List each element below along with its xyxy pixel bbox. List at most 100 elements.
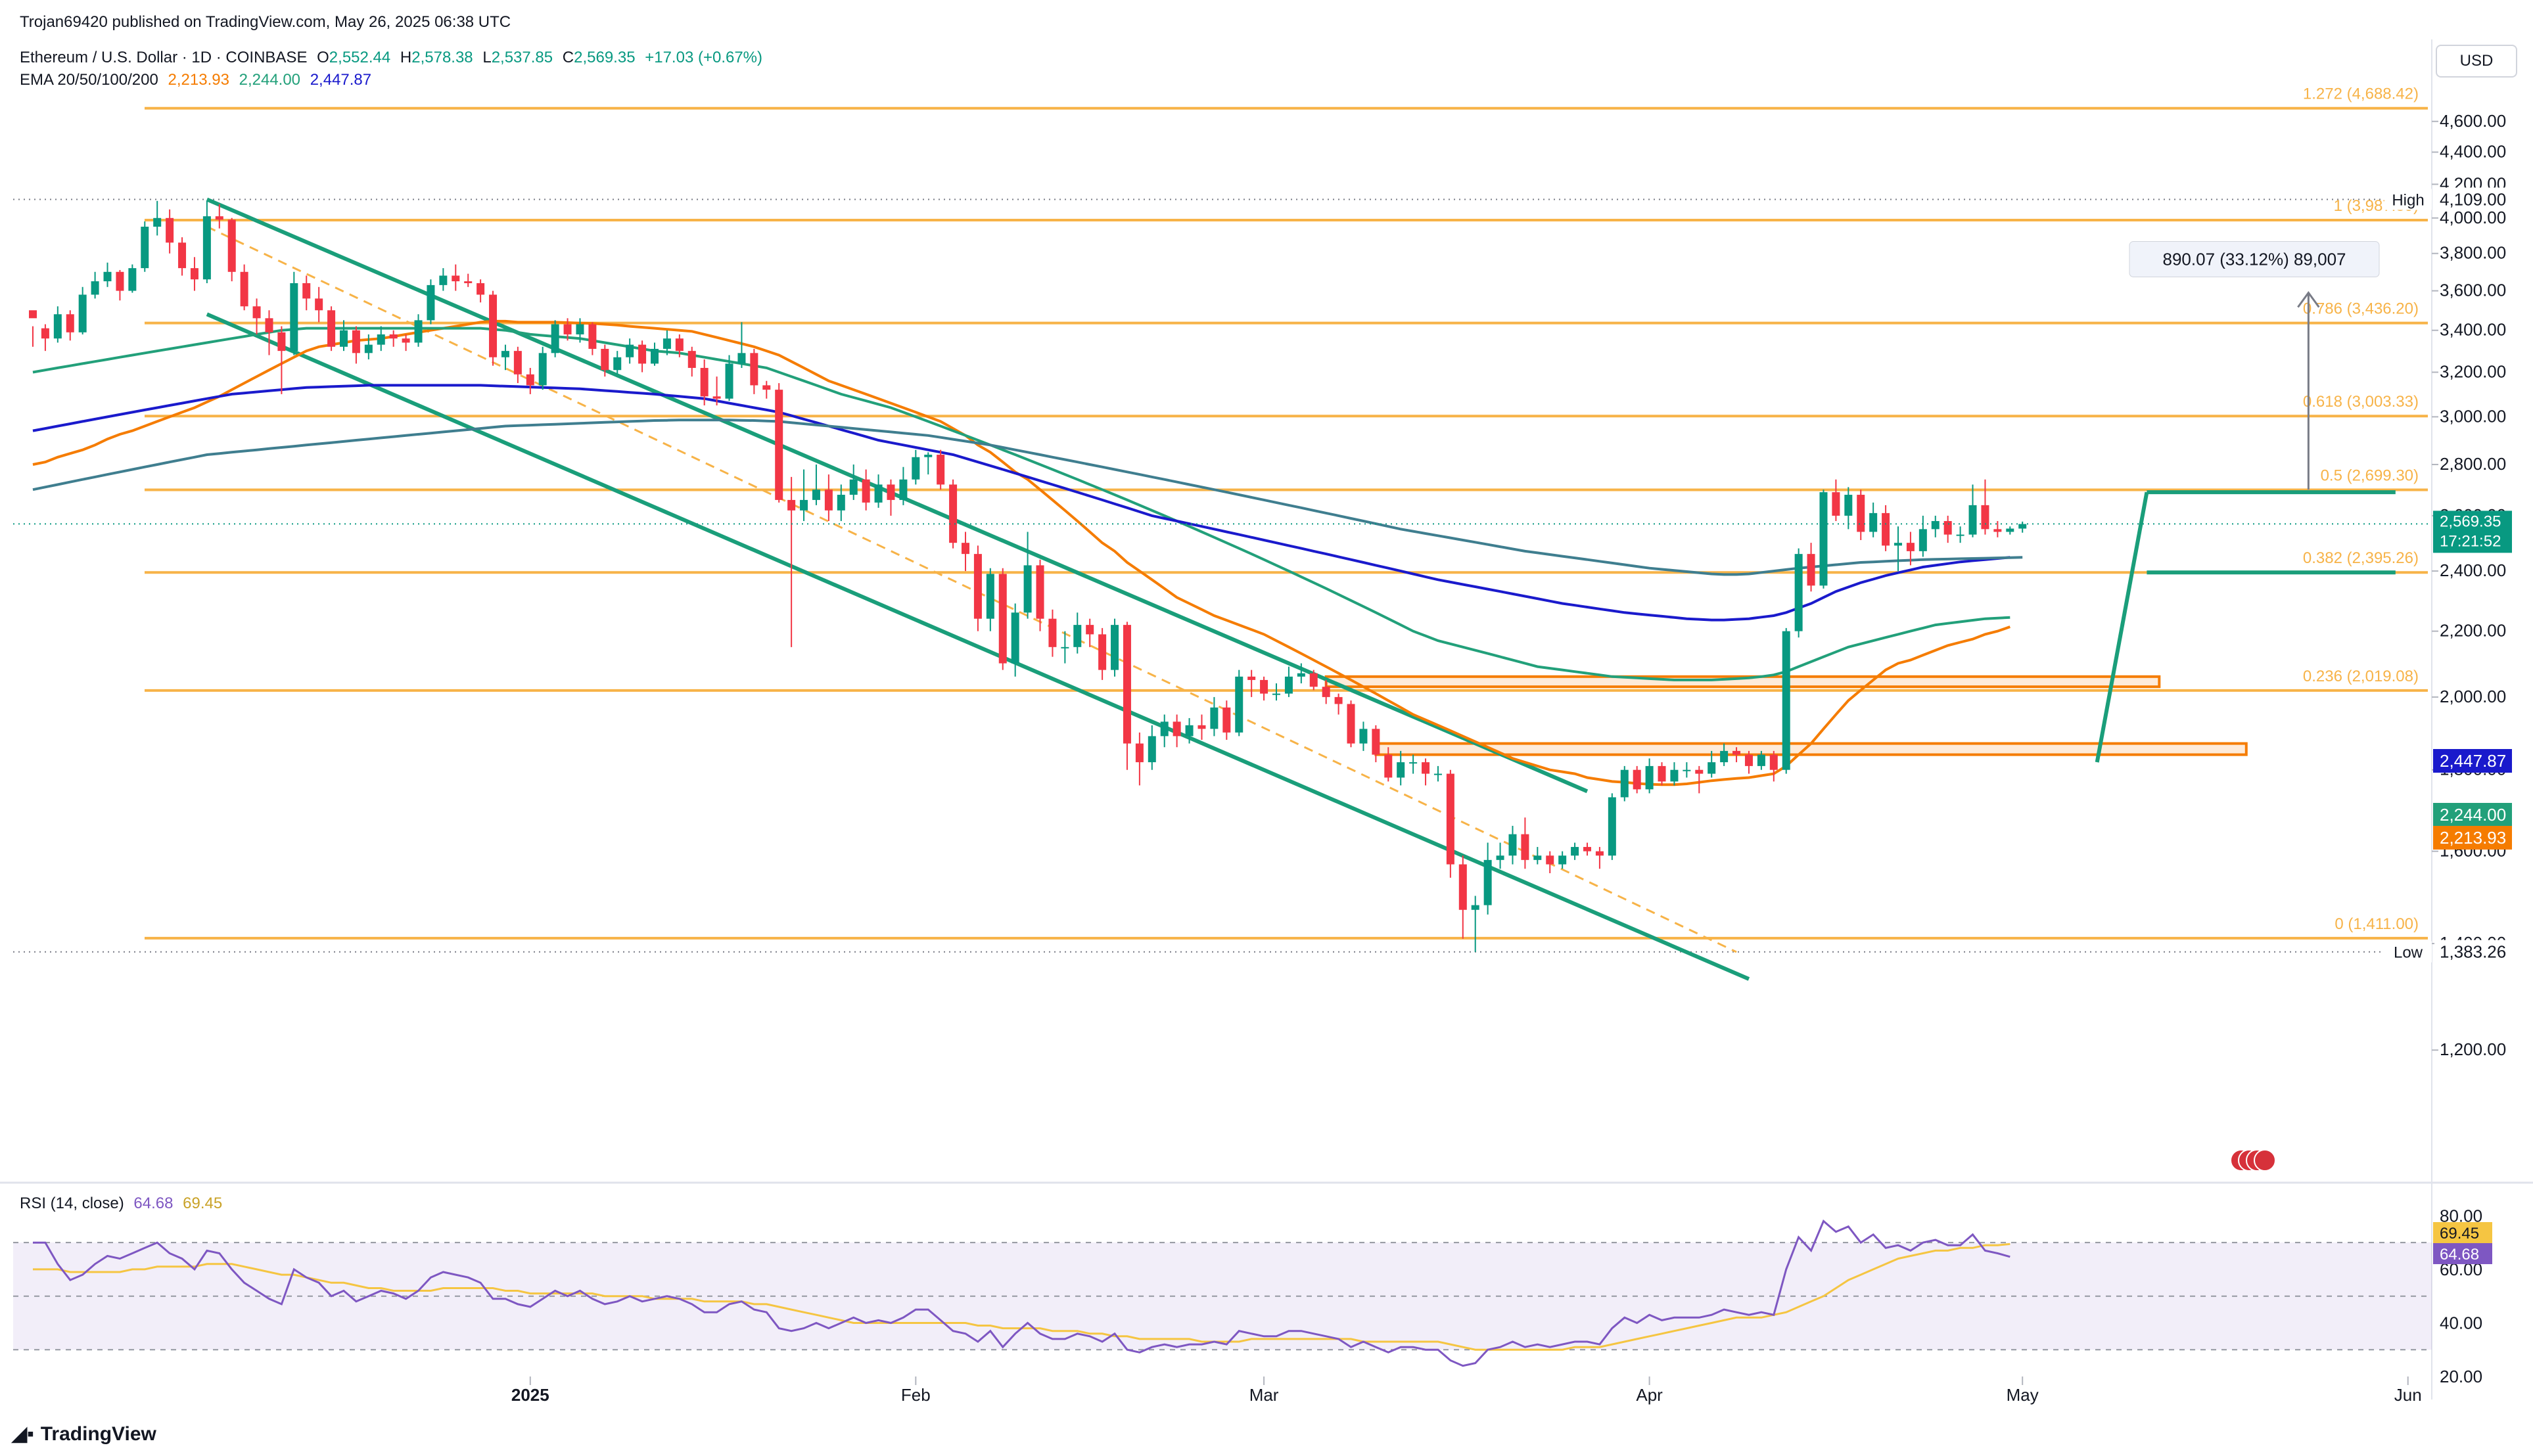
change-value: +17.03 (+0.67%) xyxy=(645,49,763,66)
low-value: 1,383.26 xyxy=(2440,942,2506,962)
candle-body xyxy=(29,310,37,319)
y-tick-label: 1,200.00 xyxy=(2440,1039,2506,1059)
candle-body xyxy=(1446,773,1454,865)
fib-level-label: 0.236 (2,019.08) xyxy=(2303,668,2419,685)
candle-body xyxy=(1508,834,1517,856)
x-tick-label: Feb xyxy=(901,1385,931,1405)
candle-body xyxy=(1322,687,1330,697)
candle-body xyxy=(1620,769,1629,798)
candle-body xyxy=(116,271,124,291)
candle-body xyxy=(103,271,112,282)
candle-body xyxy=(1844,495,1853,516)
candle-body xyxy=(1483,859,1492,905)
rsi-y-tick-label: 20.00 xyxy=(2440,1367,2482,1386)
candle-body xyxy=(1533,855,1542,860)
ema-price-value: 2,447.87 xyxy=(2440,751,2506,771)
candle-body xyxy=(414,320,423,343)
rsi-legend[interactable]: RSI (14, close) 64.68 69.45 xyxy=(20,1194,227,1213)
fib-level-label: 1.272 (4,688.42) xyxy=(2303,85,2419,103)
tradingview-brand[interactable]: ◢▪ TradingView xyxy=(12,1422,156,1445)
y-tick-label: 2,000.00 xyxy=(2440,687,2506,706)
candle-body xyxy=(1073,625,1082,647)
candle-body xyxy=(1160,721,1169,737)
tradingview-logo-icon: ◢▪ xyxy=(12,1423,34,1445)
candle-body xyxy=(750,353,758,386)
candle-body xyxy=(1111,625,1119,670)
candle-body xyxy=(66,314,74,332)
candle-body xyxy=(1422,762,1430,774)
candle-body xyxy=(1284,676,1293,694)
candle-body xyxy=(862,479,870,503)
candle-body xyxy=(153,217,162,227)
candle-body xyxy=(1359,729,1368,744)
candle-body xyxy=(1769,754,1778,770)
candle-body xyxy=(452,275,460,282)
candle-body xyxy=(1023,565,1032,613)
candle-body xyxy=(787,499,796,511)
candle-body xyxy=(1595,851,1604,856)
fib-level-label: 0.618 (3,003.33) xyxy=(2303,393,2419,411)
candle-body xyxy=(576,324,584,334)
candle-body xyxy=(1906,543,1915,551)
candle-body xyxy=(1135,743,1144,763)
candle-body xyxy=(1857,495,1865,532)
ema-legend[interactable]: EMA 20/50/100/200 2,213.93 2,244.00 2,44… xyxy=(20,71,377,89)
candle-body xyxy=(1931,521,1940,530)
measure-arrowhead xyxy=(2297,290,2320,308)
rsi-line xyxy=(33,1219,2010,1367)
y-tick-label: 2,200.00 xyxy=(2440,621,2506,641)
hl-value-bg xyxy=(2434,187,2513,212)
candle-body xyxy=(290,283,298,352)
rsi-tag-value: 69.45 xyxy=(2440,1225,2479,1242)
candle-body xyxy=(1943,521,1952,535)
candle-body xyxy=(265,318,273,332)
candle-body xyxy=(1708,762,1716,774)
candle-body xyxy=(675,338,684,352)
rsi-ma-value: 69.45 xyxy=(183,1194,223,1212)
candle-body xyxy=(737,353,746,364)
candle-body xyxy=(352,330,360,353)
ema-price-tag xyxy=(2433,803,2512,827)
candle-body xyxy=(538,353,547,386)
currency-button[interactable]: USD xyxy=(2436,45,2517,78)
candle-body xyxy=(78,294,87,332)
candle-body xyxy=(1036,565,1044,619)
candle-body xyxy=(364,344,373,353)
candle-body xyxy=(489,294,498,357)
candle-body xyxy=(1409,762,1418,764)
candle-body xyxy=(1794,554,1803,631)
candle-body xyxy=(1546,855,1554,865)
candle-body xyxy=(1347,704,1355,744)
candle-body xyxy=(302,283,311,299)
candle-body xyxy=(1744,754,1753,766)
candle-body xyxy=(1807,554,1815,586)
symbol-legend[interactable]: Ethereum / U.S. Dollar · 1D · COINBASE O… xyxy=(20,49,768,67)
candle-body xyxy=(1372,729,1380,755)
candle-body xyxy=(1683,769,1691,771)
candle-body xyxy=(812,489,820,500)
candle-body xyxy=(824,489,833,511)
candle-body xyxy=(178,242,187,269)
candle-body xyxy=(227,219,236,272)
open-label: O xyxy=(317,49,329,66)
last-price-tag xyxy=(2433,511,2512,553)
low-value: 2,537.85 xyxy=(491,49,553,66)
candle-body xyxy=(340,330,348,347)
high-label: H xyxy=(400,49,412,66)
candle-body xyxy=(949,484,958,543)
candle-body xyxy=(1633,769,1641,790)
candle-body xyxy=(849,479,858,495)
candle-body xyxy=(775,390,783,500)
candle-body xyxy=(1397,762,1405,778)
ema100-line xyxy=(32,384,2010,622)
economic-event-icon xyxy=(2254,1149,2276,1172)
candle-body xyxy=(166,217,174,243)
candle-body xyxy=(1993,529,2002,532)
ema-price-tag xyxy=(2433,749,2512,773)
ema200-line xyxy=(32,419,2023,576)
high-value: 4,109.00 xyxy=(2440,190,2506,210)
ema50-line xyxy=(32,327,2010,681)
ema50-value: 2,244.00 xyxy=(239,71,301,89)
candle-body xyxy=(1918,529,1927,551)
